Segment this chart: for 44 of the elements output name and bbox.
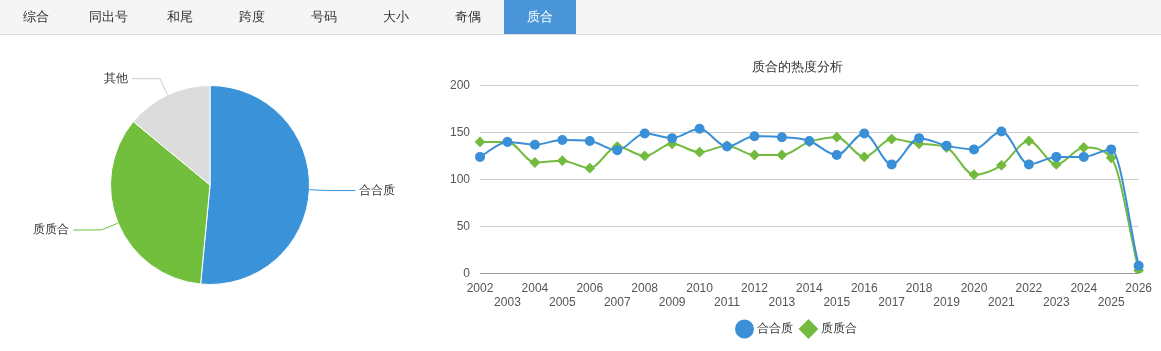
x-tick-label: 2004: [521, 280, 549, 295]
y-tick-label: 100: [449, 171, 471, 186]
x-tick-label: 2023: [1042, 295, 1070, 310]
y-tick-label: 150: [449, 124, 471, 139]
x-tick-label: 2024: [1070, 280, 1098, 295]
x-tick-label: 2026: [1125, 280, 1153, 295]
y-tick-label: 0: [463, 265, 471, 280]
text: 和尾: [166, 8, 194, 26]
chart-title: 质合的热度分析: [752, 59, 843, 75]
x-tick-label: 2020: [960, 280, 988, 295]
y-tick-label: 50: [456, 218, 471, 233]
x-tick-label: 2022: [1015, 280, 1043, 295]
x-tick-label: 2002: [466, 280, 494, 295]
text: 大小: [382, 8, 410, 26]
x-tick-label: 2005: [549, 295, 577, 310]
x-tick-label: 2012: [741, 280, 769, 295]
slice-label: 合合质: [359, 182, 396, 197]
x-tick-label: 2017: [878, 295, 906, 310]
text: 质合: [504, 0, 576, 34]
text: 号码: [310, 8, 338, 26]
x-tick-label: 2013: [768, 295, 796, 310]
x-tick-label: 2009: [658, 295, 686, 310]
x-tick-label: 2021: [988, 295, 1016, 310]
text: 跨度: [238, 8, 266, 26]
legend-label: 质质合: [820, 321, 857, 336]
slice-label: 质质合: [33, 222, 70, 237]
slice-label: 其他: [103, 70, 128, 85]
x-tick-label: 2007: [603, 295, 631, 310]
x-tick-label: 2025: [1097, 295, 1125, 310]
x-tick-label: 2015: [823, 295, 851, 310]
legend-label: 合合质: [756, 321, 793, 336]
x-tick-label: 2016: [850, 280, 878, 295]
x-tick-label: 2014: [795, 280, 824, 295]
x-tick-label: 2019: [933, 295, 961, 310]
x-tick-label: 2011: [714, 295, 741, 310]
x-tick-label: 2008: [631, 280, 659, 295]
x-tick-label: 2018: [905, 280, 933, 295]
x-tick-label: 2003: [494, 295, 522, 310]
text: 奇偶: [454, 8, 482, 26]
text: 同出号: [87, 8, 129, 26]
x-tick-label: 2006: [576, 280, 604, 295]
x-tick-label: 2010: [686, 280, 714, 295]
y-tick-label: 200: [449, 77, 471, 92]
text: 综合: [22, 8, 50, 26]
